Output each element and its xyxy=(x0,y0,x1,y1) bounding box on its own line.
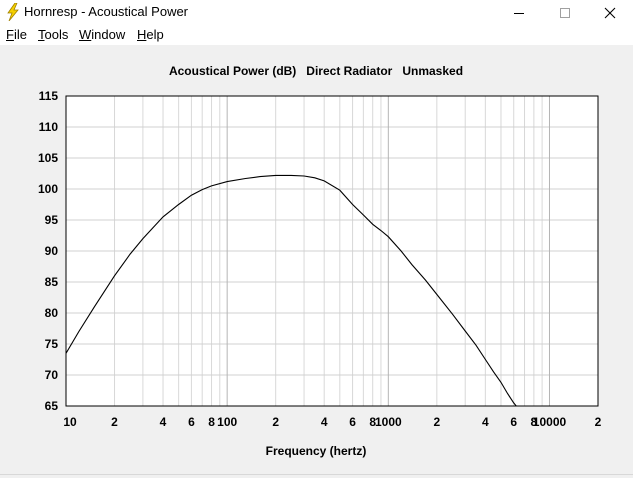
x-tick-label: 6 xyxy=(349,415,356,429)
menu-file[interactable]: File xyxy=(6,27,27,42)
minimize-button[interactable] xyxy=(496,0,542,24)
y-tick-label: 70 xyxy=(45,368,59,382)
y-tick-label: 65 xyxy=(45,399,59,413)
x-tick-label: 10 xyxy=(63,415,77,429)
x-tick-label: 2 xyxy=(272,415,279,429)
menu-window[interactable]: Window xyxy=(79,27,126,42)
window-bottom-edge xyxy=(0,474,633,478)
major-gridlines xyxy=(226,96,550,406)
minor-gridlines xyxy=(66,96,598,406)
maximize-button[interactable] xyxy=(542,0,588,24)
close-button[interactable] xyxy=(587,0,633,24)
x-tick-label: 100 xyxy=(217,415,237,429)
y-tick-label: 75 xyxy=(45,337,59,351)
y-tick-label: 115 xyxy=(39,89,59,103)
x-tick-label: 10000 xyxy=(533,415,567,429)
title-bar: Hornresp - Acoustical Power xyxy=(0,0,633,24)
y-tick-label: 90 xyxy=(45,244,59,258)
x-tick-label: 6 xyxy=(188,415,195,429)
maximize-icon xyxy=(560,8,570,18)
menu-tools[interactable]: Tools xyxy=(38,27,69,42)
y-tick-label: 100 xyxy=(38,182,58,196)
x-tick-label: 4 xyxy=(160,415,167,429)
y-tick-label: 105 xyxy=(38,151,58,165)
x-tick-label: 1000 xyxy=(375,415,402,429)
y-tick-label: 85 xyxy=(45,275,59,289)
x-tick-label: 8 xyxy=(369,415,376,429)
chart-area: Acoustical Power (dB) Direct Radiator Un… xyxy=(0,45,633,475)
close-icon xyxy=(604,7,616,19)
y-tick-label: 80 xyxy=(45,306,59,320)
menu-help[interactable]: Help xyxy=(137,27,164,42)
window-title: Hornresp - Acoustical Power xyxy=(24,4,189,19)
x-tick-label: 2 xyxy=(111,415,118,429)
x-axis-label: Frequency (hertz) xyxy=(266,444,367,458)
chart-title: Acoustical Power (dB) Direct Radiator Un… xyxy=(169,64,463,78)
x-tick-label: 6 xyxy=(510,415,517,429)
plot-frame xyxy=(65,95,599,407)
x-tick-label: 2 xyxy=(433,415,440,429)
x-tick-label: 2 xyxy=(595,415,602,429)
y-tick-labels: 65 70 75 80 85 90 95 100 105 110 115 xyxy=(38,89,58,413)
minimize-icon xyxy=(514,13,524,14)
series-group xyxy=(66,174,517,406)
lightning-icon xyxy=(7,3,19,21)
x-tick-label: 8 xyxy=(531,415,538,429)
series-line xyxy=(66,174,517,406)
x-tick-label: 4 xyxy=(482,415,489,429)
x-tick-label: 4 xyxy=(321,415,328,429)
x-tick-label: 8 xyxy=(208,415,215,429)
acoustical-power-chart: Acoustical Power (dB) Direct Radiator Un… xyxy=(38,64,602,458)
y-tick-label: 110 xyxy=(39,120,59,134)
y-tick-label: 95 xyxy=(45,213,59,227)
menu-bar: File Tools Window Help xyxy=(0,24,633,45)
